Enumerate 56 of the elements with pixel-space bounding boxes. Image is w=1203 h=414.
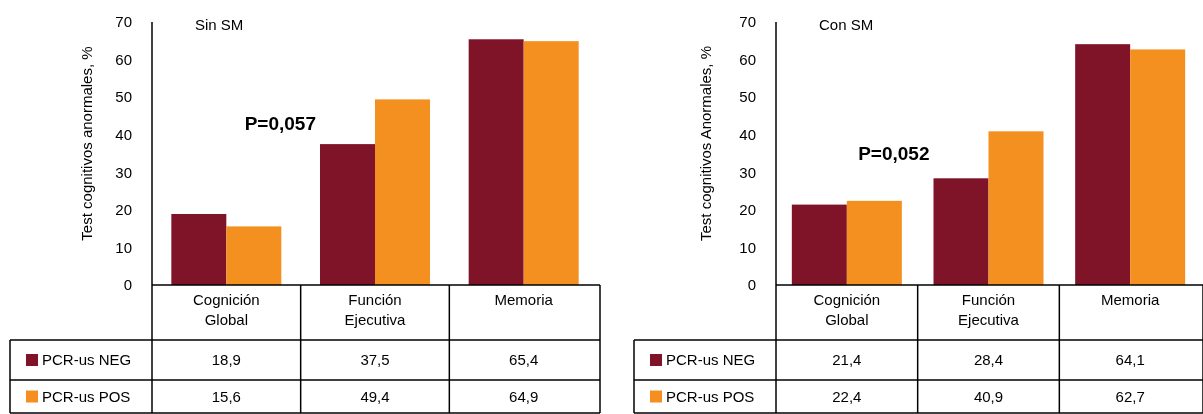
y-tick-label: 20: [739, 201, 756, 219]
y-tick-label: 0: [747, 276, 756, 294]
data-label: 64,1: [1115, 351, 1145, 369]
bar: [1075, 44, 1131, 285]
y-tick-label: 40: [739, 125, 756, 143]
data-label: 62,7: [1115, 387, 1145, 405]
y-tick-label: 30: [739, 163, 756, 181]
y-tick-label: 10: [739, 238, 756, 256]
annotation: P=0,052: [858, 143, 930, 164]
bar: [171, 213, 227, 285]
data-label: 64,9: [509, 387, 539, 405]
chart-title: Con SM: [819, 16, 874, 33]
bar: [523, 41, 579, 285]
y-tick-label: 0: [123, 276, 132, 294]
y-tick-label: 30: [115, 163, 132, 181]
legend-label: PCR-us NEG: [666, 351, 756, 369]
y-tick-label: 70: [739, 13, 756, 31]
bar: [375, 99, 430, 285]
x-tick-label: Función Ejecutiva: [958, 291, 1020, 328]
y-tick-label: 20: [115, 201, 132, 219]
bar: [320, 144, 375, 285]
y-tick-label: 40: [115, 125, 132, 143]
bar: [988, 131, 1044, 285]
bar: [226, 226, 282, 285]
x-tick-label: Memoria: [494, 291, 554, 308]
bar: [846, 200, 902, 285]
bar: [791, 204, 847, 285]
x-tick-label: Memoria: [1100, 291, 1160, 308]
x-tick-label: Cognición Global: [192, 291, 260, 328]
y-tick-label: 60: [115, 50, 132, 68]
data-label: 28,4: [973, 351, 1004, 369]
data-label: 65,4: [509, 351, 539, 369]
y-axis-title: Test cognitivos anormales, %: [78, 46, 95, 241]
y-axis-title: Test cognitivos Anormales, %: [697, 45, 714, 242]
y-tick-label: 70: [115, 13, 132, 31]
y-tick-label: 10: [115, 238, 132, 256]
bar: [1130, 49, 1186, 285]
data-label: 18,9: [211, 351, 241, 369]
data-label: 15,6: [211, 387, 241, 405]
x-tick-label: Función Ejecutiva: [344, 291, 407, 328]
legend-label: PCR-us POS: [666, 387, 755, 405]
data-label: 22,4: [832, 387, 862, 405]
legend-label: PCR-us POS: [42, 387, 131, 405]
legend-label: PCR-us NEG: [42, 351, 132, 369]
bar: [468, 39, 524, 285]
data-label: 37,5: [360, 351, 390, 369]
data-label: 40,9: [973, 387, 1004, 405]
x-tick-label: Cognición Global: [813, 291, 881, 328]
data-label: 21,4: [832, 351, 862, 369]
chart-title: Sin SM: [195, 16, 244, 33]
bar: [933, 178, 989, 285]
y-tick-label: 50: [115, 88, 132, 106]
annotation: P=0,057: [244, 113, 316, 134]
data-label: 49,4: [360, 387, 390, 405]
y-tick-label: 50: [739, 88, 756, 106]
y-tick-label: 60: [739, 50, 756, 68]
